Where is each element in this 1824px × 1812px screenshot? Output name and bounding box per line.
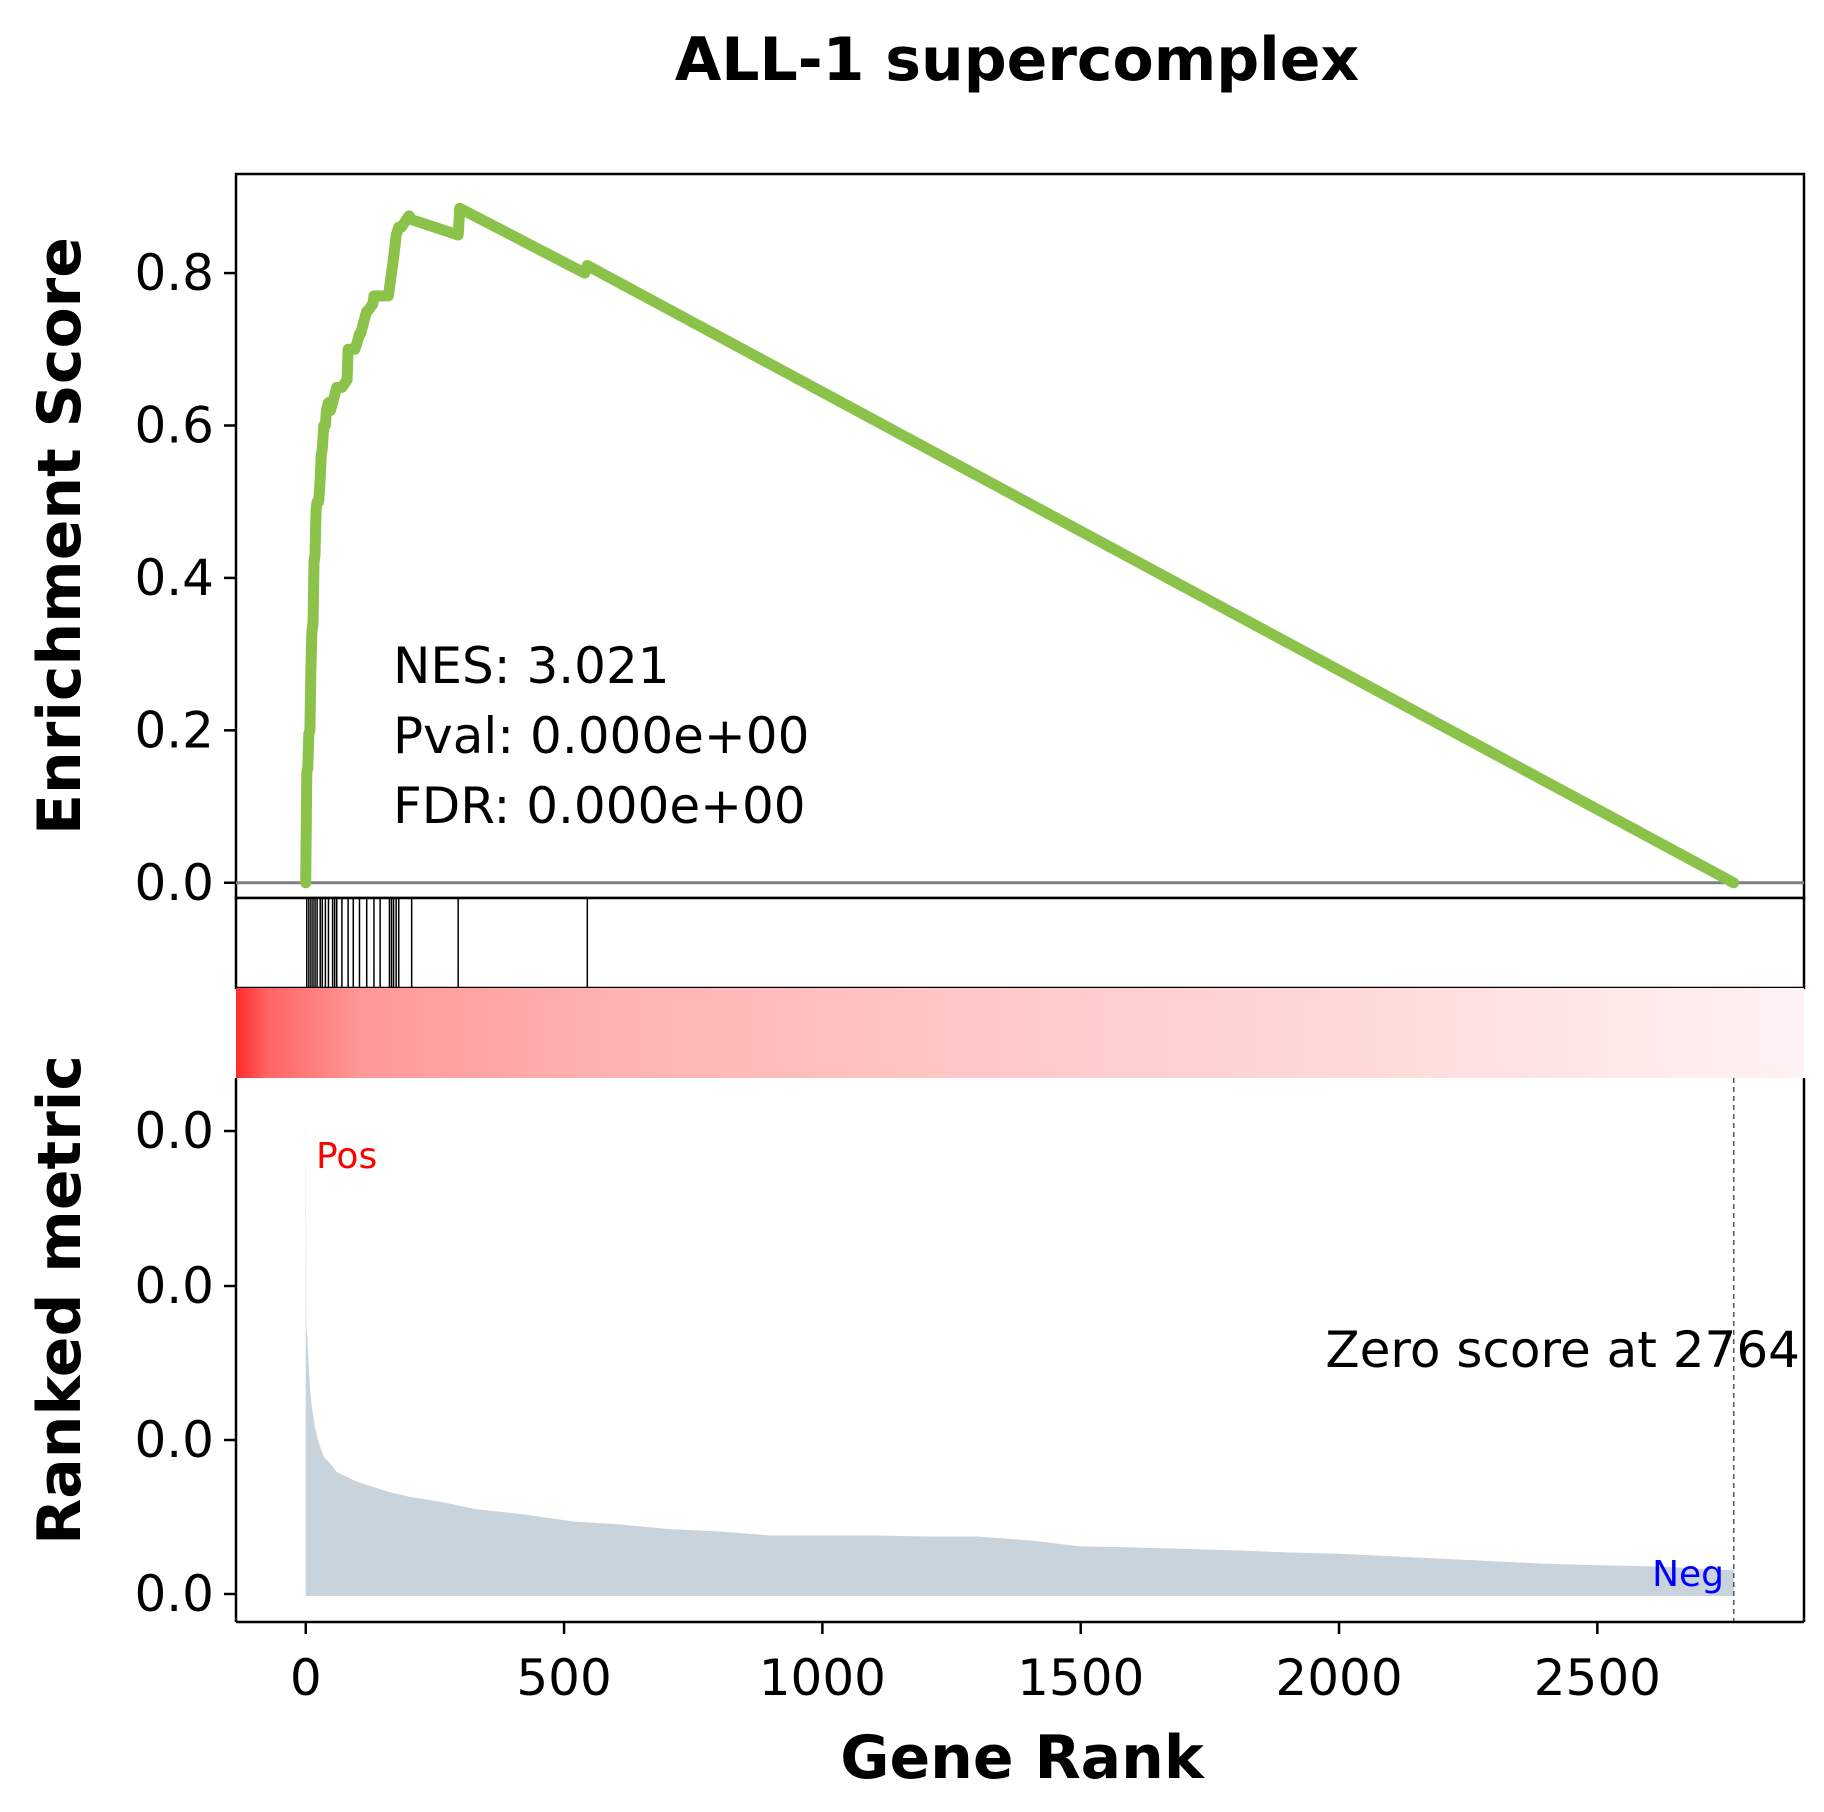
rank-heatmap-strip: [236, 988, 1804, 1078]
hits-panel-frame: [234, 896, 1806, 990]
es-tick-label: 0.4: [134, 549, 214, 607]
x-tick-label: 2500: [1534, 1649, 1661, 1707]
ranked-metric-area: [305, 1100, 1734, 1596]
x-tick-label: 2000: [1275, 1649, 1402, 1707]
es-y-axis-label: Enrichment Score: [25, 237, 95, 835]
x-tick-label: 0: [290, 1649, 322, 1707]
rank-y-axis-label: Ranked metric: [25, 1055, 95, 1545]
rank-tick-label: 0.0: [134, 1102, 214, 1160]
chart-title: ALL-1 supercomplex: [675, 25, 1359, 95]
pos-label: Pos: [316, 1136, 377, 1177]
es-y-ticks: 0.0 0.2 0.4 0.6 0.8: [134, 244, 236, 912]
pval-label: Pval: 0.000e+00: [393, 707, 809, 765]
neg-label: Neg: [1652, 1554, 1724, 1595]
fdr-label: FDR: 0.000e+00: [393, 777, 806, 835]
hit-marks: [306, 898, 589, 988]
nes-label: NES: 3.021: [393, 637, 670, 695]
enrichment-score-line: [300, 202, 1740, 889]
es-panel: 0.0 0.2 0.4 0.6 0.8 NES: 3.021 Pval: 0.000e+…: [134, 172, 1806, 912]
es-tick-label: 0.6: [134, 396, 214, 454]
rank-tick-label: 0.0: [134, 1411, 214, 1469]
metric-panel: Pos Neg Zero score at 2764 0.0 0.0 0.00.0 …: [134, 1078, 1806, 1707]
es-tick-label: 0.0: [134, 854, 214, 912]
x-tick-label: 500: [516, 1649, 611, 1707]
rank-tick-label: 0.0: [134, 1257, 214, 1315]
zero-score-label: Zero score at 2764: [1325, 1321, 1800, 1379]
rank-y-ticks: 0.0 0.0 0.0 0.0: [134, 1102, 236, 1623]
x-ticks: 0 500 1000 1500 2000 2500: [290, 1622, 1661, 1707]
x-tick-label: 1000: [759, 1649, 886, 1707]
es-tick-label: 0.2: [134, 701, 214, 759]
x-axis-label: Gene Rank: [840, 1723, 1206, 1793]
es-tick-label: 0.8: [134, 244, 214, 302]
rank-tick-label: 0.0: [134, 1565, 214, 1623]
x-tick-label: 1500: [1017, 1649, 1144, 1707]
hits-panel: [234, 896, 1806, 990]
